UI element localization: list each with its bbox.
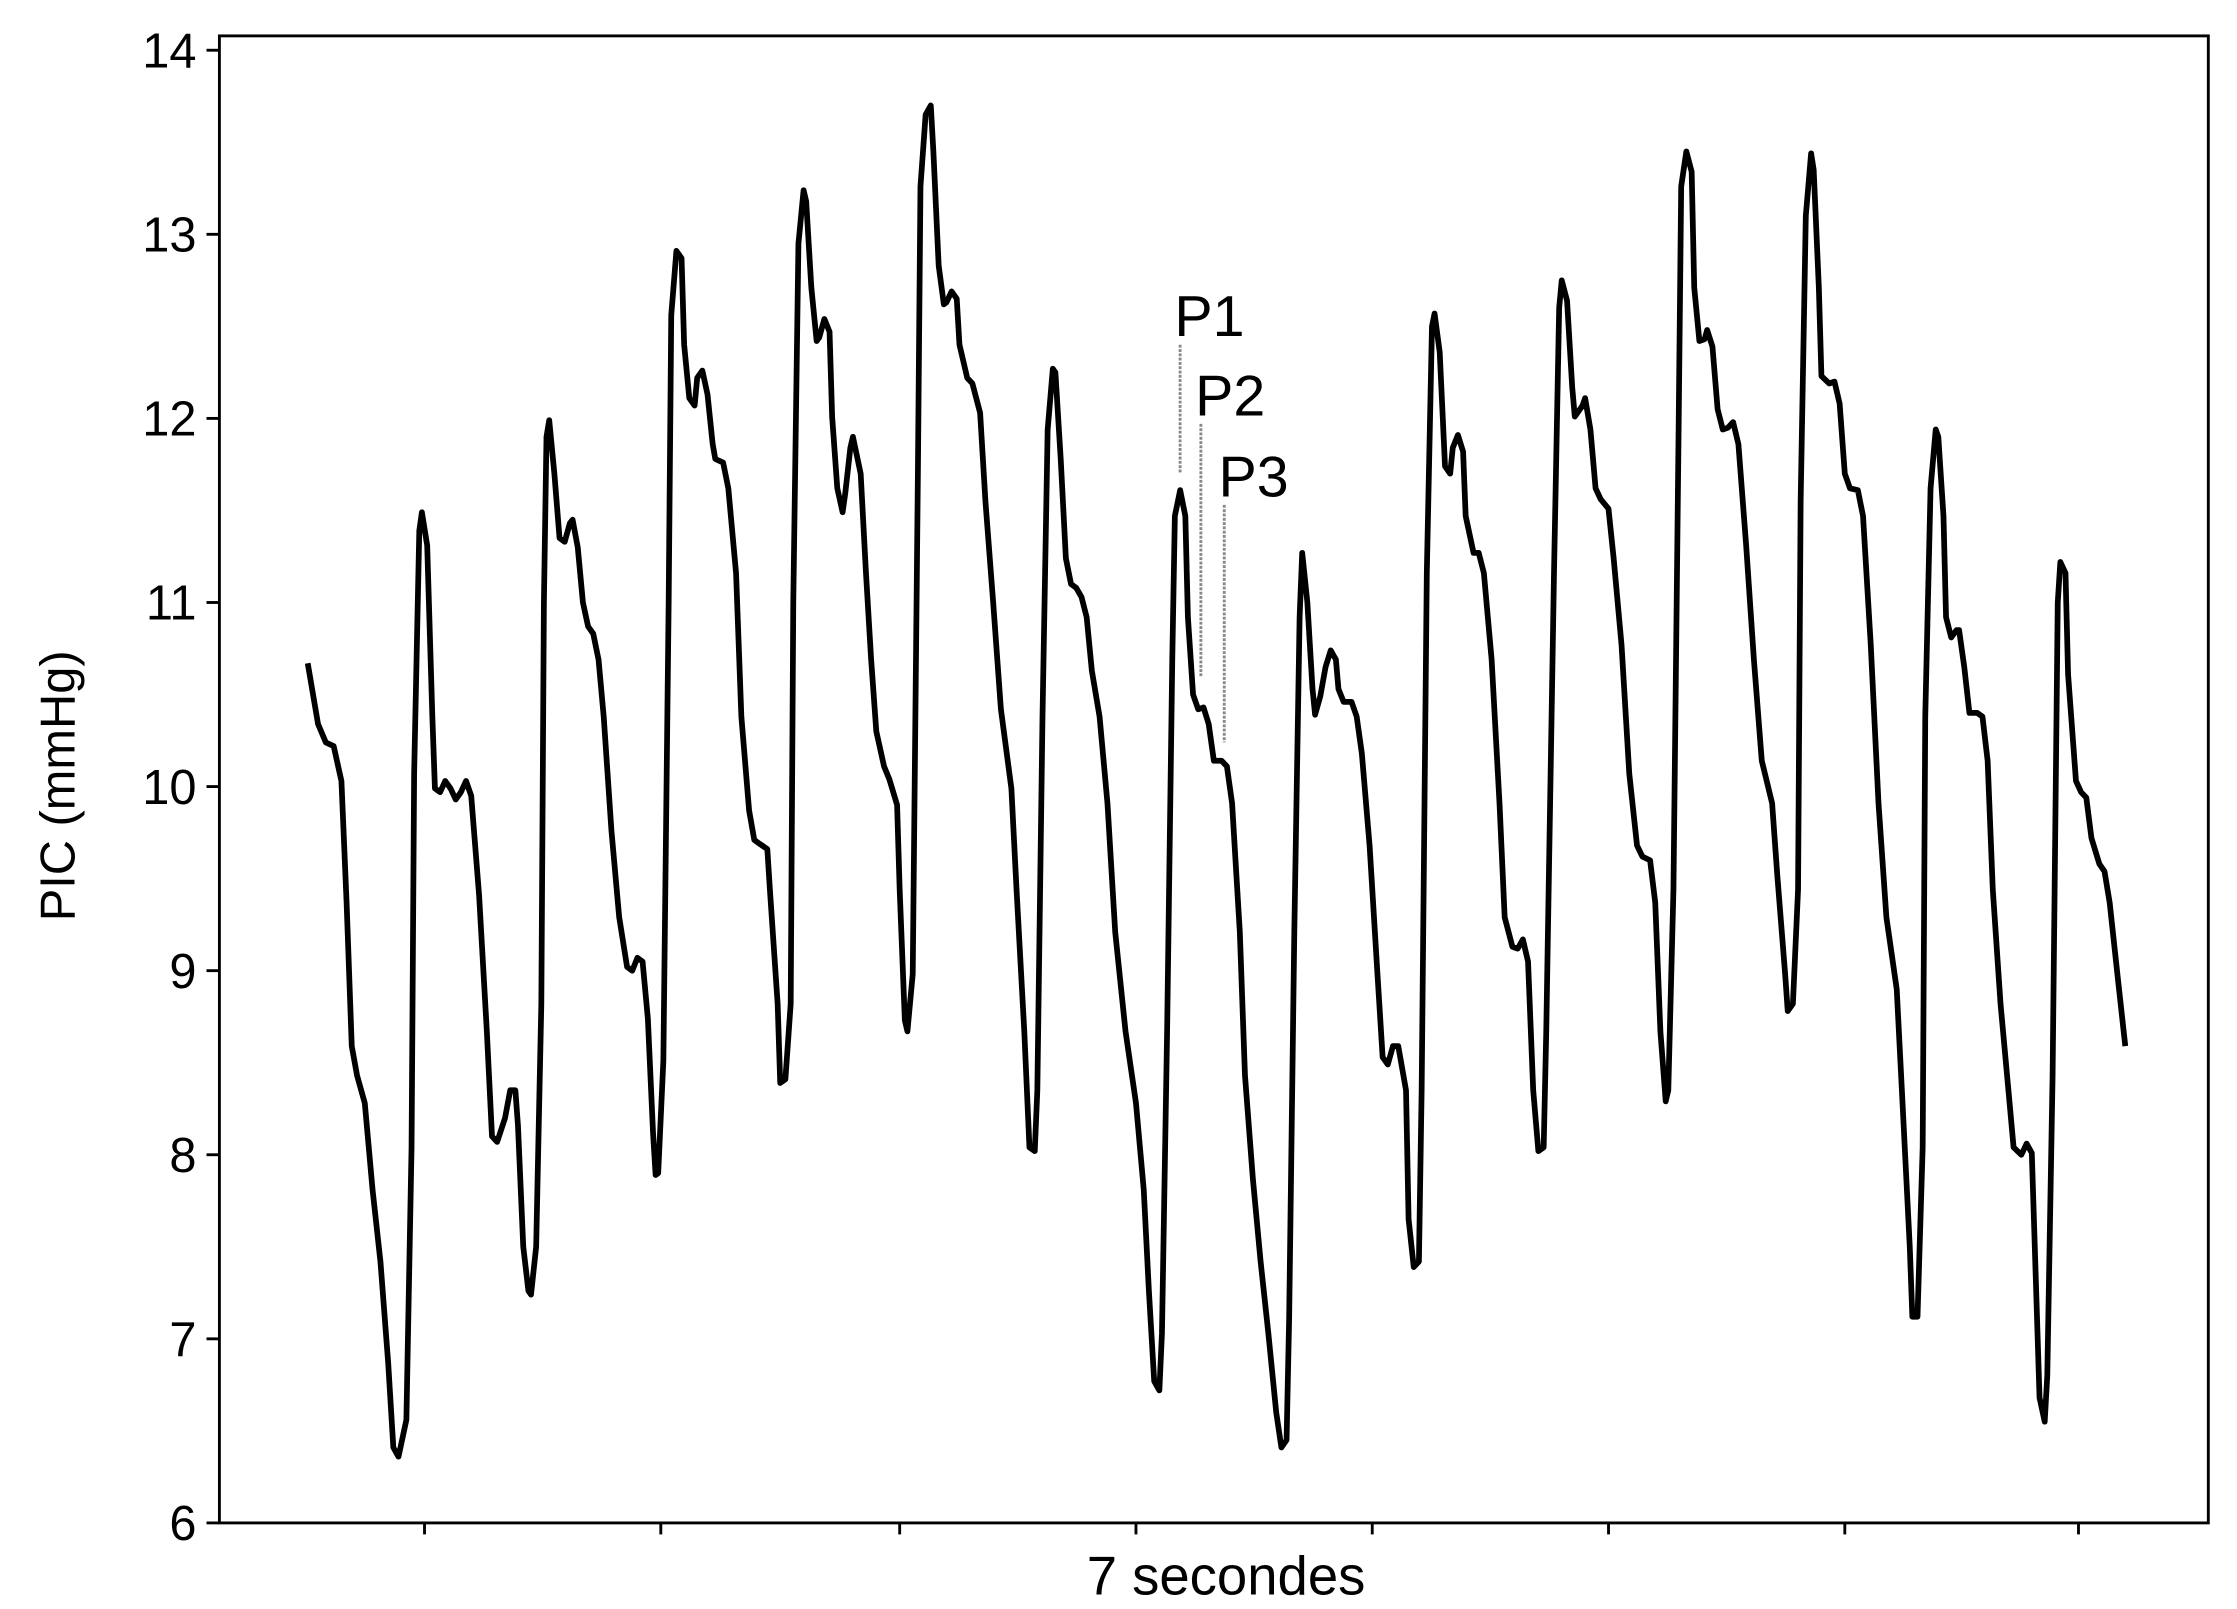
y-tick-label: 8 <box>169 1129 196 1183</box>
y-axis: 6 7 8 9 10 11 12 13 14 <box>142 24 220 1551</box>
plot-frame <box>217 34 2210 1525</box>
y-tick-label: 7 <box>169 1313 196 1367</box>
annotation-label-p2: P2 <box>1195 364 1265 428</box>
series-line-icp <box>304 102 2129 1460</box>
annotation-label-p3: P3 <box>1219 445 1289 509</box>
y-tick-label: 14 <box>142 24 196 78</box>
y-tick-label: 11 <box>146 577 197 631</box>
annotation-label-p1: P1 <box>1174 285 1244 349</box>
y-axis-label: PIC (mmHg) <box>32 650 86 921</box>
x-axis <box>423 1522 2080 1535</box>
y-tick-label: 10 <box>142 761 196 815</box>
y-tick-label: 9 <box>169 945 196 999</box>
y-tick-label: 13 <box>142 209 196 263</box>
x-axis-label: 7 secondes <box>1087 1546 1366 1607</box>
annotations: P1 P2 P3 <box>1174 285 1289 743</box>
y-tick-label: 12 <box>142 393 196 447</box>
y-tick-label: 6 <box>169 1497 196 1551</box>
